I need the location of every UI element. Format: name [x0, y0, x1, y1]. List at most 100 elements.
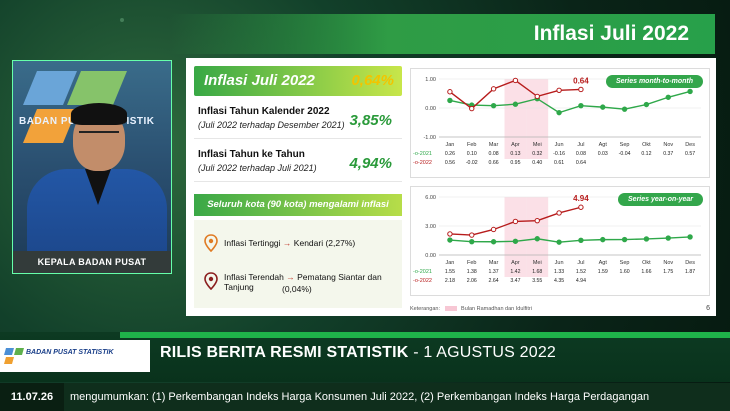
- chart-yoy: 6.00 3.00 0.00 Jan Feb Mar Apr Mei Jun Jul Agt Sep O…: [410, 186, 710, 296]
- table-cell: 2.64: [489, 278, 499, 284]
- y-tick-label: 6.00: [425, 195, 436, 201]
- headline-inflation: Inflasi Juli 2022 0,64%: [194, 66, 402, 96]
- city-extremes: Inflasi Tertinggi → Kendari (2,27%) Infl…: [194, 220, 402, 308]
- inflation-summary: Inflasi Juli 2022 0,64% Inflasi Tahun Ka…: [194, 66, 402, 308]
- data-point-2021: [534, 236, 540, 242]
- highest-inflation: Inflasi Tertinggi → Kendari (2,27%): [224, 238, 355, 248]
- chart-legend-note: Keterangan: Bulan Ramadhan dan Idulfitri: [410, 306, 532, 312]
- calendar-inflation: Inflasi Tahun Kalender 2022 (Juli 2022 t…: [194, 104, 402, 139]
- table-cell: 1.55: [445, 269, 455, 275]
- x-tick-label: Sep: [620, 260, 630, 266]
- y-tick-label: 0.00: [425, 106, 436, 112]
- x-tick-label: Agt: [599, 142, 608, 148]
- data-point-2021: [556, 239, 562, 245]
- table-cell: 0.32: [532, 151, 542, 157]
- table-cell: 0.10: [467, 151, 477, 157]
- table-cell: 1.87: [685, 269, 695, 275]
- table-cell: 1.68: [532, 269, 542, 275]
- arrow-right-icon: →: [282, 238, 292, 248]
- yoy-inflation: Inflasi Tahun ke Tahun (Juli 2022 terhad…: [194, 147, 402, 182]
- presenter-video: BADAN PUSAT STATISTIK KEPALA BADAN PUSAT…: [12, 60, 172, 274]
- data-point-2021: [469, 238, 475, 245]
- presenter-hair: [71, 103, 127, 125]
- data-point-2022: [490, 226, 497, 233]
- calendar-value: 3,85%: [349, 112, 392, 129]
- ramadan-shade: [504, 197, 527, 277]
- data-point-2022: [469, 232, 475, 238]
- highest-label: Inflasi Tertinggi: [224, 238, 281, 248]
- table-cell: 3.47: [510, 278, 520, 284]
- slide-title-banner: Inflasi Juli 2022: [170, 14, 715, 54]
- data-point-2022: [578, 204, 584, 210]
- yoy-label: Inflasi Tahun ke Tahun: [198, 149, 305, 160]
- data-point-2021: [556, 109, 562, 116]
- data-point-2022: [556, 87, 562, 94]
- data-point-2022: [578, 86, 584, 93]
- page-number: 6: [706, 305, 710, 312]
- table-cell: 0.13: [510, 151, 520, 157]
- table-series-label: -o-2022: [413, 278, 432, 284]
- yoy-value: 4,94%: [349, 155, 392, 172]
- y-tick-label: 1.00: [425, 77, 436, 83]
- data-point-2021: [600, 104, 606, 110]
- x-tick-label: Jun: [555, 142, 564, 148]
- broadcast-title-bold: RILIS BERITA RESMI STATISTIK: [160, 344, 409, 361]
- highest-value: Kendari (2,27%): [293, 238, 356, 248]
- lowest-inflation: Inflasi Terendah → Pematang Siantar dan …: [224, 272, 402, 292]
- table-cell: -0.02: [466, 160, 478, 166]
- x-tick-label: Mar: [489, 260, 499, 266]
- broadcast-title: RILIS BERITA RESMI STATISTIK - 1 AGUSTUS…: [160, 344, 556, 362]
- table-series-label: -o-2021: [413, 269, 432, 275]
- table-cell: 0.12: [641, 151, 651, 157]
- data-point-2021: [578, 237, 584, 244]
- bps-logo-backdrop: [23, 71, 127, 143]
- cities-banner: Seluruh kota (90 kota) mengalami inflasi: [194, 194, 402, 216]
- chart-mtm: 1.00 0.00 -1.00 Jan Feb Mar Apr Mei Jun Jul Agt Sep…: [410, 68, 710, 178]
- yoy-sub: (Juli 2022 terhadap Juli 2021): [198, 163, 317, 173]
- y-tick-label: -1.00: [423, 135, 436, 141]
- footnote-text: Bulan Ramadhan dan Idulfitri: [461, 306, 532, 312]
- table-cell: 1.60: [620, 269, 630, 275]
- presentation-slide: Inflasi Juli 2022 0,64% Inflasi Tahun Ka…: [186, 58, 716, 316]
- data-point-2021: [621, 106, 628, 112]
- data-point-2021: [447, 97, 453, 104]
- table-cell: 1.52: [576, 269, 586, 275]
- table-cell: 0.57: [685, 151, 695, 157]
- table-cell: 0.61: [554, 160, 564, 166]
- table-cell: 1.38: [467, 269, 477, 275]
- x-tick-label: Feb: [467, 260, 476, 266]
- ramadan-shade: [504, 79, 527, 159]
- location-pin-icon: [204, 272, 218, 290]
- chart-mtm-svg: 1.00 0.00 -1.00 Jan Feb Mar Apr Mei Jun Jul Agt Sep…: [413, 76, 701, 166]
- bps-logo: BADAN PUSAT STATISTIK: [0, 340, 150, 372]
- table-cell: 0.08: [576, 151, 586, 157]
- x-tick-label: Des: [685, 142, 695, 148]
- ramadan-swatch: [444, 306, 457, 312]
- x-tick-label: Jan: [445, 260, 454, 266]
- bps-logo-text: BADAN PUSAT STATISTIK: [26, 349, 114, 356]
- x-tick-label: Okt: [642, 260, 651, 266]
- data-point-2021: [687, 88, 693, 95]
- table-cell: -0.04: [619, 151, 631, 157]
- ticker-text: mengumumkan: (1) Perkembangan Indeks Har…: [70, 391, 650, 403]
- table-cell: 4.94: [576, 278, 586, 284]
- location-pin-icon: [204, 234, 218, 252]
- broadcast-title-date: - 1 AGUSTUS 2022: [408, 344, 557, 361]
- headline-value: 0,64%: [351, 72, 394, 89]
- data-point-2021: [512, 238, 519, 244]
- table-cell: 1.75: [663, 269, 673, 275]
- data-point-2022: [447, 231, 453, 237]
- x-tick-label: Des: [685, 260, 695, 266]
- table-cell: 1.59: [598, 269, 608, 275]
- y-tick-label: 0.00: [425, 253, 436, 259]
- x-tick-label: Apr: [511, 260, 520, 266]
- data-point-2021: [687, 234, 693, 240]
- headline-label: Inflasi Juli 2022: [204, 72, 315, 89]
- table-series-label: -o-2022: [413, 160, 432, 166]
- data-point-2021: [578, 102, 584, 109]
- data-point-2022: [469, 105, 475, 112]
- data-point-2022: [490, 86, 497, 92]
- x-tick-label: Nov: [663, 142, 673, 148]
- inflation-charts: 1.00 0.00 -1.00 Jan Feb Mar Apr Mei Jun Jul Agt Sep…: [410, 68, 710, 304]
- arrow-right-icon: →: [286, 272, 295, 282]
